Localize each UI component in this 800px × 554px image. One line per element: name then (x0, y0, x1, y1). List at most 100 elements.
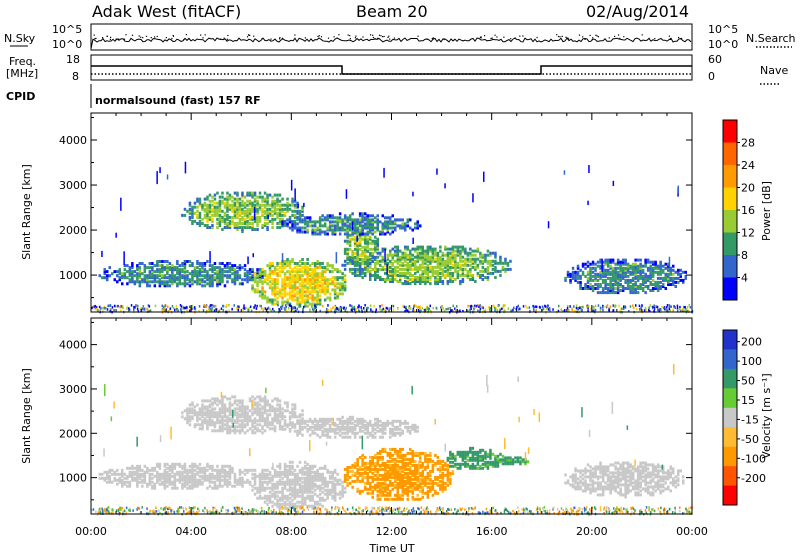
heatmap-cell (218, 476, 222, 480)
heatmap-cell (231, 195, 234, 199)
heatmap-cell (432, 306, 434, 310)
heatmap-cell (293, 209, 297, 213)
heatmap-cell (358, 269, 362, 273)
heatmap-cell (396, 255, 399, 259)
heatmap-cell (286, 482, 289, 486)
heatmap-cell (446, 282, 450, 286)
heatmap-cell (399, 257, 402, 261)
heatmap-cell (479, 309, 481, 313)
noise-search-point (123, 38, 126, 40)
heatmap-cell (278, 292, 282, 296)
heatmap-cell (121, 282, 124, 286)
heatmap-cell (206, 209, 209, 213)
heatmap-cell (283, 421, 287, 425)
heatmap-cell (213, 305, 215, 308)
heatmap-cell (672, 308, 674, 311)
heatmap-cell (308, 278, 312, 282)
heatmap-cell (601, 264, 605, 268)
heatmap-cell (263, 215, 267, 219)
heatmap-cell (238, 405, 242, 409)
heatmap-cell (361, 228, 364, 232)
heatmap-cell (143, 470, 147, 474)
heatmap-cell (301, 480, 304, 484)
heatmap-cell (128, 472, 132, 476)
heatmap-cell (391, 255, 394, 259)
heatmap-cell (599, 276, 602, 280)
heatmap-cell (246, 274, 249, 278)
heatmap-cell (143, 476, 147, 480)
heatmap-cell (303, 290, 307, 294)
heatmap-cell (201, 274, 204, 278)
heatmap-cell (439, 271, 442, 275)
heatmap-cell (404, 271, 407, 275)
heatmap-cell (161, 268, 164, 272)
heatmap-cell (434, 269, 437, 273)
heatmap-cell (271, 500, 274, 504)
heatmap-cell (631, 285, 635, 288)
heatmap-cell (104, 307, 107, 310)
heatmap-cell (338, 284, 342, 288)
heatmap-cell (211, 401, 214, 405)
heatmap-cell (166, 284, 169, 288)
heatmap-cell (261, 280, 264, 284)
heatmap-cell (341, 292, 344, 296)
heatmap-cell (356, 245, 359, 249)
heatmap-cell (496, 261, 500, 265)
heatmap-cell (356, 235, 358, 242)
heatmap-cell (241, 203, 244, 207)
heatmap-cell (296, 296, 299, 300)
heatmap-cell (351, 212, 354, 216)
heatmap-cell (271, 264, 274, 268)
heatmap-cell (283, 468, 287, 472)
heatmap-cell (211, 270, 214, 274)
heatmap-cell (288, 502, 292, 506)
freq-label-line2: [MHz] (6, 67, 38, 80)
heatmap-cell (251, 226, 254, 229)
heatmap-cell (193, 484, 197, 488)
heatmap-cell (369, 251, 372, 255)
heatmap-cell (504, 259, 507, 263)
heatmap-cell (381, 257, 384, 261)
heatmap-cell (121, 470, 124, 474)
heatmap-cell (454, 263, 457, 267)
heatmap-cell (258, 429, 262, 433)
heatmap-cell (271, 195, 274, 199)
heatmap-cell (263, 280, 267, 284)
heatmap-cell (166, 476, 169, 480)
heatmap-cell (416, 276, 419, 279)
heatmap-cell (456, 274, 460, 277)
heatmap-cell (236, 411, 239, 415)
heatmap-cell (238, 431, 242, 435)
heatmap-cell (461, 247, 465, 251)
heatmap-cell (281, 415, 284, 419)
heatmap-cell (341, 284, 344, 288)
heatmap-cell (226, 464, 229, 468)
heatmap-cell (153, 274, 157, 278)
heatmap-cell (326, 286, 329, 290)
heatmap-cell (504, 269, 507, 273)
heatmap-cell (301, 300, 304, 304)
heatmap-cell (163, 476, 167, 480)
heatmap-cell (313, 298, 317, 302)
heatmap-cell (166, 480, 169, 484)
heatmap-cell (201, 207, 204, 211)
noise-search-point (109, 38, 111, 40)
heatmap-cell (456, 247, 460, 251)
heatmap-cell (193, 211, 197, 215)
heatmap-cell (268, 264, 272, 268)
heatmap-cell (424, 255, 427, 259)
heatmap-cell (462, 309, 464, 313)
heatmap-cell (470, 307, 472, 310)
heatmap-cell (181, 264, 184, 268)
heatmap-cell (208, 207, 212, 211)
heatmap-cell (233, 425, 237, 429)
heatmap-cell (243, 201, 247, 205)
heatmap-cell (313, 276, 317, 280)
heatmap-cell (226, 304, 228, 307)
heatmap-cell (196, 484, 199, 488)
heatmap-cell (241, 228, 244, 231)
heatmap-cell (431, 251, 435, 255)
heatmap-cell (604, 280, 607, 284)
heatmap-cell (629, 272, 632, 276)
noise-trace (90, 34, 692, 49)
